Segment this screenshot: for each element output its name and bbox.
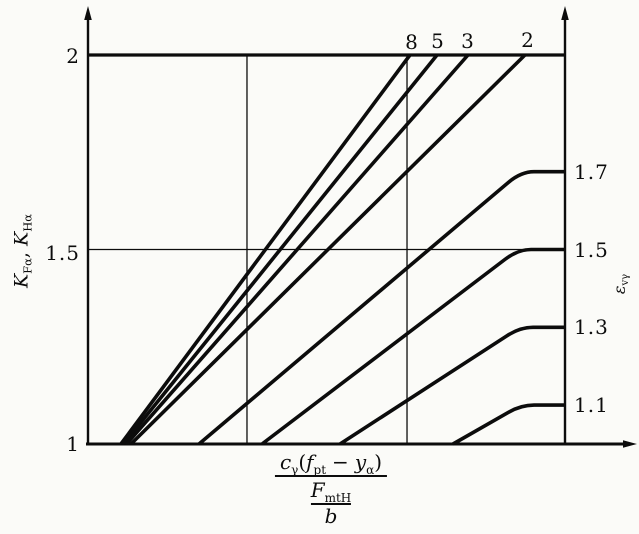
curve-epsilon-1-3 [339,325,565,446]
y-tick-left-1-5: 1.5 [45,241,80,265]
F-mtH-symbol: F [310,478,325,502]
y-tick-left-2: 2 [66,44,80,68]
b-symbol: b [324,504,338,528]
y-axis-left-arrow [84,6,92,20]
formula-denominator: FmtH b [310,478,352,528]
epsilon-subscript: vγ [620,273,631,286]
curve-epsilon-5 [122,53,439,446]
y-axis-title-right: εvγ [610,273,631,295]
y-alpha-symbol: y [354,450,367,474]
c-gamma-symbol: c [279,450,292,474]
close-paren: ) [374,450,383,474]
f-pt-symbol: f [306,450,314,474]
K-Halpha-subscript: Hα [20,213,35,232]
curve-label-right-1-5: 1.5 [574,238,609,262]
F-mtH-subscript: mtH [324,491,352,505]
y-alpha-subscript: α [366,463,375,477]
y-axis-title-left: KFα, KHα [10,213,35,289]
curve-label-right-1-7: 1.7 [574,160,609,184]
y-axis-right-arrow [561,6,569,20]
axis-title-comma: , [10,245,33,259]
K-Halpha-symbol: K [10,231,33,246]
x-axis-title-formula: cγ(fpt − yα) FmtH b [274,450,388,528]
K-Falpha-symbol: K [10,273,33,289]
c-gamma-subscript: γ [291,463,299,477]
curve-epsilon-1-1 [452,403,565,446]
x-axis-arrow [623,440,637,448]
K-Falpha-subscript: Fα [20,258,35,274]
fraction-bar-inner [310,503,352,505]
f-pt-subscript: pt [313,463,327,477]
curve-epsilon-3 [125,53,470,446]
curve-label-top-8: 8 [405,30,419,54]
y-tick-left-1: 1 [66,432,80,456]
curve-label-right-1-1: 1.1 [574,393,609,417]
F-mtH-row: FmtH [310,478,352,505]
formula-numerator: cγ(fpt − yα) [275,450,387,477]
curve-epsilon-8 [119,53,412,446]
curve-label-top-2: 2 [521,28,535,52]
curve-epsilon-1-7 [197,169,565,446]
curve-label-top-3: 3 [461,29,475,53]
minus-sign: − [332,450,349,474]
epsilon-symbol: ε [610,285,629,295]
curve-epsilon-2 [129,53,527,446]
curve-label-right-1-3: 1.3 [574,315,609,339]
fraction-bar-main [274,475,388,477]
curve-epsilon-1-5 [260,247,565,446]
open-paren: ( [298,450,307,474]
curve-label-top-5: 5 [431,29,445,53]
